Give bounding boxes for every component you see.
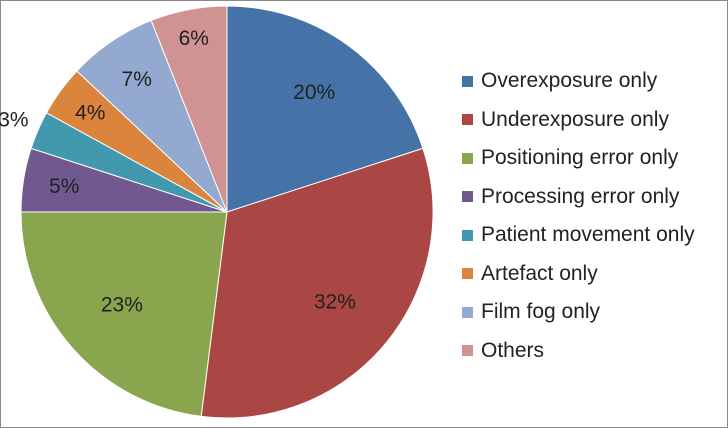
slice-value-label: 32% xyxy=(314,290,356,313)
pie-slice-others xyxy=(150,5,228,213)
legend-item: Film fog only xyxy=(462,293,695,332)
slice-value-label: 6% xyxy=(179,27,209,50)
legend-item: Others xyxy=(462,332,695,371)
legend-item: Underexposure only xyxy=(462,101,695,140)
legend-item: Artefact only xyxy=(462,255,695,294)
slice-value-label: 5% xyxy=(49,175,79,198)
slice-value-label: 4% xyxy=(75,102,105,125)
legend-label: Positioning error only xyxy=(481,146,679,170)
legend-label: Overexposure only xyxy=(481,69,658,93)
legend-label: Others xyxy=(481,338,545,362)
legend-label: Film fog only xyxy=(481,300,601,324)
legend-swatch xyxy=(462,268,473,280)
legend-item: Processing error only xyxy=(462,178,695,217)
legend-swatch xyxy=(462,152,473,164)
pie-slice-overexposure-only xyxy=(226,5,424,213)
slice-value-label: 7% xyxy=(122,68,152,91)
legend-label: Patient movement only xyxy=(481,223,695,247)
pie-slice-underexposure-only xyxy=(200,147,434,419)
legend-swatch xyxy=(462,191,473,203)
legend-label: Processing error only xyxy=(481,184,680,208)
legend-label: Underexposure only xyxy=(481,107,669,131)
slice-value-label: 23% xyxy=(101,294,143,317)
legend-swatch xyxy=(462,114,473,126)
pie-slices xyxy=(20,5,434,419)
legend-swatch xyxy=(462,75,473,87)
legend-swatch xyxy=(462,345,473,357)
legend-swatch xyxy=(462,229,473,241)
legend-swatch xyxy=(462,306,473,318)
legend-item: Overexposure only xyxy=(462,62,695,101)
legend-label: Artefact only xyxy=(481,261,598,285)
slice-value-label: 3% xyxy=(0,109,29,132)
slice-value-label: 20% xyxy=(293,81,335,104)
legend: Overexposure only Underexposure only Posit… xyxy=(462,62,695,370)
legend-item: Positioning error only xyxy=(462,139,695,178)
pie-labels: 20% 32% 23% 5% 3% 4% 7% 6% xyxy=(0,27,356,317)
pie-slice-positioning-error-only xyxy=(20,211,228,417)
legend-item: Patient movement only xyxy=(462,216,695,255)
